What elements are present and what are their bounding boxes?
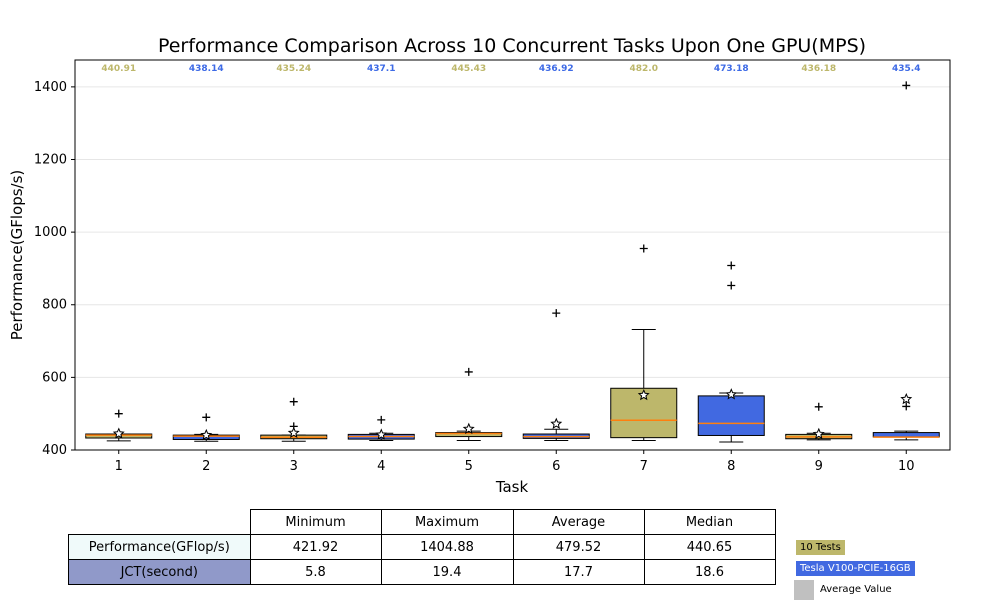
box [435,432,503,438]
outlier-marker [289,397,298,406]
x-tick-label: 6 [552,459,560,474]
cell: 440.65 [643,534,776,560]
x-tick-label: 8 [727,459,735,474]
median-label: 436.92 [539,64,574,74]
x-tick-label: 10 [898,459,915,474]
empty-corner [69,510,251,535]
outlier-marker [202,413,211,422]
outlier-marker [639,244,648,253]
outlier-marker [902,402,911,411]
table-row: Performance(GFlop/s) 421.92 1404.88 479.52… [68,534,776,560]
mean-marker [725,388,738,400]
cell: 479.52 [512,534,645,560]
y-tick-label: 600 [42,370,67,385]
row-label: JCT(second) [68,559,251,585]
y-tick-label: 1400 [34,80,67,95]
median-label: 445.43 [451,64,486,74]
x-tick-label: 1 [115,459,123,474]
mean-marker [375,428,388,440]
mean-marker [287,426,300,439]
outlier-marker [114,409,123,418]
col-header: Minimum [249,509,382,535]
outlier-marker [727,281,736,290]
x-tick-label: 7 [640,459,648,474]
median-label: 437.1 [367,64,395,74]
box [610,387,678,439]
outlier-marker [552,309,561,318]
col-header: Median [643,509,776,535]
stats-table: Minimum Maximum Average Median Performan… [68,509,776,585]
outlier-marker [814,402,823,411]
y-tick-label: 800 [42,298,67,313]
cell: 421.92 [249,534,382,560]
cell: 19.4 [380,559,514,585]
x-tick-label: 9 [815,459,823,474]
plot-frame [74,59,951,451]
mean-marker [112,427,125,439]
mean-marker [200,428,213,441]
box [872,432,940,438]
y-axis-label: Performance(GFlops/s) [8,170,26,341]
cell: 17.7 [512,559,645,585]
cell: 18.6 [643,559,776,585]
median-label: 482.0 [630,64,658,74]
median-label: 436.18 [801,64,836,74]
outlier-marker [902,81,911,90]
col-header: Average [512,509,645,535]
outlier-marker [464,367,473,376]
legend-gpu: Tesla V100-PCIE-16GB [796,561,915,576]
x-tick-label: 5 [465,459,473,474]
col-header: Maximum [380,509,514,535]
outlier-marker [377,415,386,424]
median-label: 435.24 [276,64,311,74]
x-axis-label: Task [495,478,529,496]
x-tick-label: 2 [202,459,210,474]
legend-average-swatch [794,580,814,600]
mean-marker [900,392,913,405]
x-tick-label: 3 [290,459,298,474]
cell: 1404.88 [380,534,514,560]
mean-marker [550,417,563,429]
chart-title: Performance Comparison Across 10 Concurr… [158,35,866,57]
y-tick-label: 1200 [34,152,67,167]
y-tick-label: 1000 [34,225,67,240]
mean-marker [462,422,475,435]
row-label: Performance(GFlop/s) [68,534,251,560]
cell: 5.8 [249,559,382,585]
box [697,395,765,436]
x-tick-label: 4 [377,459,385,474]
table-row: JCT(second) 5.8 19.4 17.7 18.6 [68,559,776,585]
legend-average: Average Value [820,584,892,595]
mean-marker [812,427,825,440]
median-label: 440.91 [101,64,136,74]
legend-10-tests: 10 Tests [796,540,845,555]
median-label: 473.18 [714,64,749,74]
median-label: 435.4 [892,64,920,74]
outlier-marker [727,261,736,270]
median-label: 438.14 [189,64,224,74]
y-tick-label: 400 [42,443,67,458]
mean-marker [637,388,650,401]
